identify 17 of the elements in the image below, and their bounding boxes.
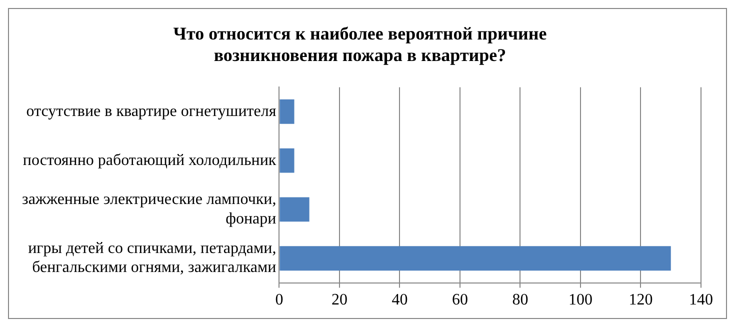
y-tick-label: постоянно работающий холодильник [22,152,276,169]
bar [280,246,671,271]
x-tick-label: 140 [689,292,713,309]
x-tick-label: 0 [275,292,284,309]
chart-title: Что относится к наиболее вероятной причине возникновения пожара в квартире? [173,23,547,66]
x-tick-label: 60 [452,292,468,309]
bar [280,148,294,173]
y-tick-label: зажженные электрические лампочки, фонари [22,191,277,228]
x-tick-label: 40 [392,292,408,309]
bar [280,99,294,124]
y-tick-label: отсутствие в квартире огнетушителя [26,102,277,120]
x-tick-label: 20 [331,292,348,309]
bar [280,197,310,222]
x-tick-label: 80 [512,292,528,309]
x-tick-label: 100 [568,292,592,309]
y-tick-label: игры детей со спичками, петардами, бенгальскими огнями, зажигалками [28,240,277,276]
x-tick-label: 120 [628,292,653,309]
